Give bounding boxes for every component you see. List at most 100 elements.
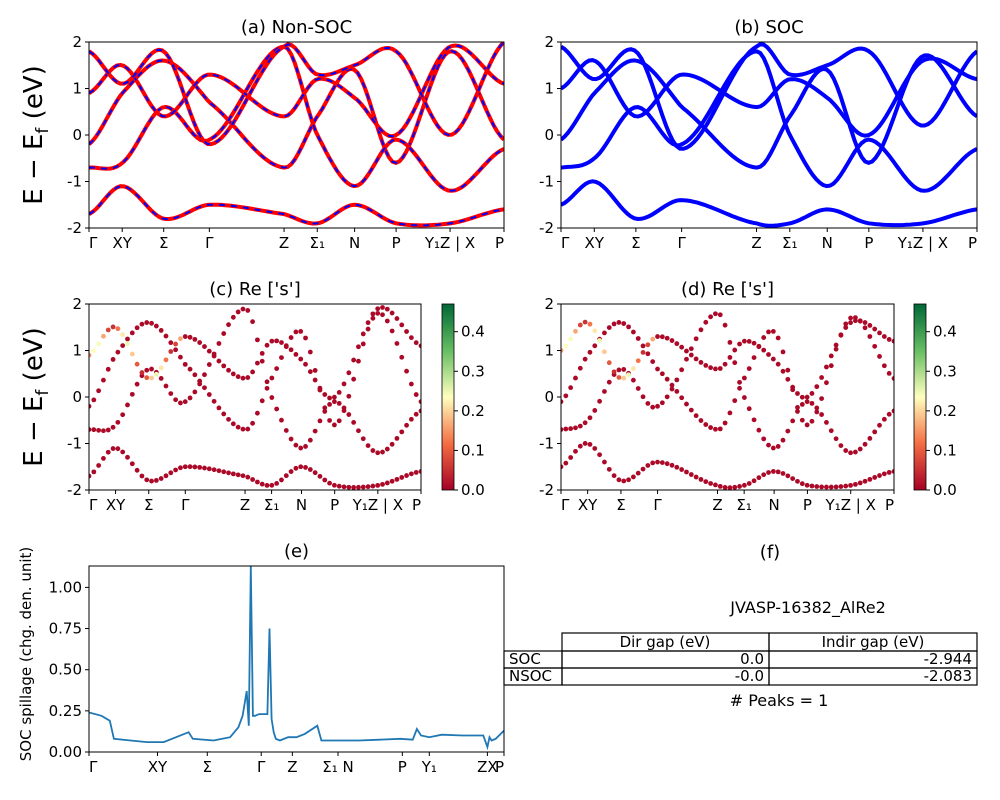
band-point: [274, 366, 280, 372]
band-point: [293, 351, 299, 357]
band-point: [659, 460, 665, 466]
band-point: [264, 342, 270, 348]
band-point: [226, 416, 231, 422]
band-point: [322, 409, 328, 414]
band-point: [105, 427, 111, 433]
band-point: [741, 375, 747, 381]
band-line: [89, 42, 504, 146]
band-point: [197, 381, 203, 387]
panel-title: (e): [284, 541, 309, 562]
band-point: [867, 334, 873, 339]
band-point: [881, 363, 887, 369]
band-point: [582, 356, 588, 362]
band-point: [592, 343, 598, 349]
band-point: [134, 325, 140, 331]
band-point: [250, 477, 255, 482]
table-header-dir: Dir gap (eV): [620, 633, 711, 651]
band-point: [669, 462, 675, 468]
band-point: [713, 482, 718, 488]
band-point: [375, 450, 381, 456]
band-point: [158, 476, 164, 481]
colorbar-tick-label: 0.0: [933, 481, 957, 499]
band-point: [722, 485, 728, 490]
band-point: [761, 335, 767, 340]
band-point: [202, 372, 207, 378]
band-point: [606, 325, 612, 331]
table-row-soc-label: SOC: [509, 650, 541, 668]
band-point: [703, 422, 709, 427]
band-point: [587, 349, 593, 355]
band-point: [611, 473, 617, 479]
band-point: [561, 348, 564, 353]
x-tick-label: Γ: [561, 496, 570, 514]
band-point: [91, 469, 97, 475]
panel-title: (b) SOC: [734, 17, 803, 38]
band-point: [732, 347, 738, 353]
panel-a-non-soc: (a) Non-SOC -2 -1 0 1 2 Γ XY Σ Γ Z Σ₁ N P Y₁Z | X P: [67, 17, 505, 252]
band-point: [838, 332, 844, 338]
band-point: [173, 347, 179, 353]
band-point: [857, 318, 863, 324]
band-point: [775, 444, 781, 449]
band-point: [283, 343, 289, 349]
band-point: [312, 377, 318, 383]
band-point: [828, 363, 834, 369]
band-point: [307, 349, 313, 355]
table-header-indir: Indir gap (eV): [822, 633, 925, 651]
band-point: [91, 397, 97, 403]
band-point: [418, 469, 421, 474]
band-point: [693, 336, 699, 342]
band-point: [221, 469, 227, 475]
band-point: [727, 340, 733, 345]
band-point: [799, 401, 805, 407]
band-point: [669, 382, 675, 388]
band-point: [120, 343, 126, 348]
y-tick-label: -1: [67, 435, 82, 453]
band-point: [775, 361, 781, 367]
band-point: [862, 441, 868, 447]
band-point: [197, 340, 203, 345]
band-point: [611, 321, 617, 327]
axes-frame: [88, 303, 422, 491]
band-point: [139, 370, 145, 375]
band-point: [264, 385, 270, 391]
colorbar-tick-label: 0.2: [933, 402, 957, 420]
x-tick-label: Z: [279, 234, 289, 252]
panel-f-title: (f): [760, 542, 780, 563]
band-point: [370, 483, 376, 489]
band-point: [129, 330, 135, 336]
band-point: [202, 344, 207, 349]
band-point: [206, 362, 212, 367]
band-point: [283, 428, 289, 433]
band-point: [843, 325, 849, 331]
band-point: [211, 353, 217, 359]
band-point: [640, 343, 646, 349]
x-tick-label: Γ: [205, 234, 214, 252]
band-point: [780, 471, 786, 476]
band-point: [751, 478, 757, 484]
band-point: [168, 391, 174, 397]
band-point: [163, 473, 169, 479]
band-point: [365, 320, 371, 326]
band-point: [635, 336, 641, 341]
band-point: [872, 343, 878, 349]
x-tick-label: P: [968, 234, 977, 252]
band-point: [279, 477, 284, 483]
band-point: [255, 479, 260, 485]
band-point: [240, 375, 246, 381]
x-tick-label: Γ: [89, 496, 98, 514]
band-point: [211, 398, 217, 404]
band-point: [182, 464, 188, 470]
band-point: [852, 481, 858, 487]
band-point: [713, 426, 718, 432]
x-tick-label: Z: [287, 758, 297, 776]
band-point: [664, 394, 670, 400]
band-point: [741, 482, 747, 488]
band-point: [303, 361, 308, 367]
band-point: [828, 484, 834, 490]
y-tick-label: 1: [544, 342, 554, 360]
band-point: [655, 403, 660, 409]
band-point: [824, 364, 829, 370]
band-point: [394, 341, 400, 346]
